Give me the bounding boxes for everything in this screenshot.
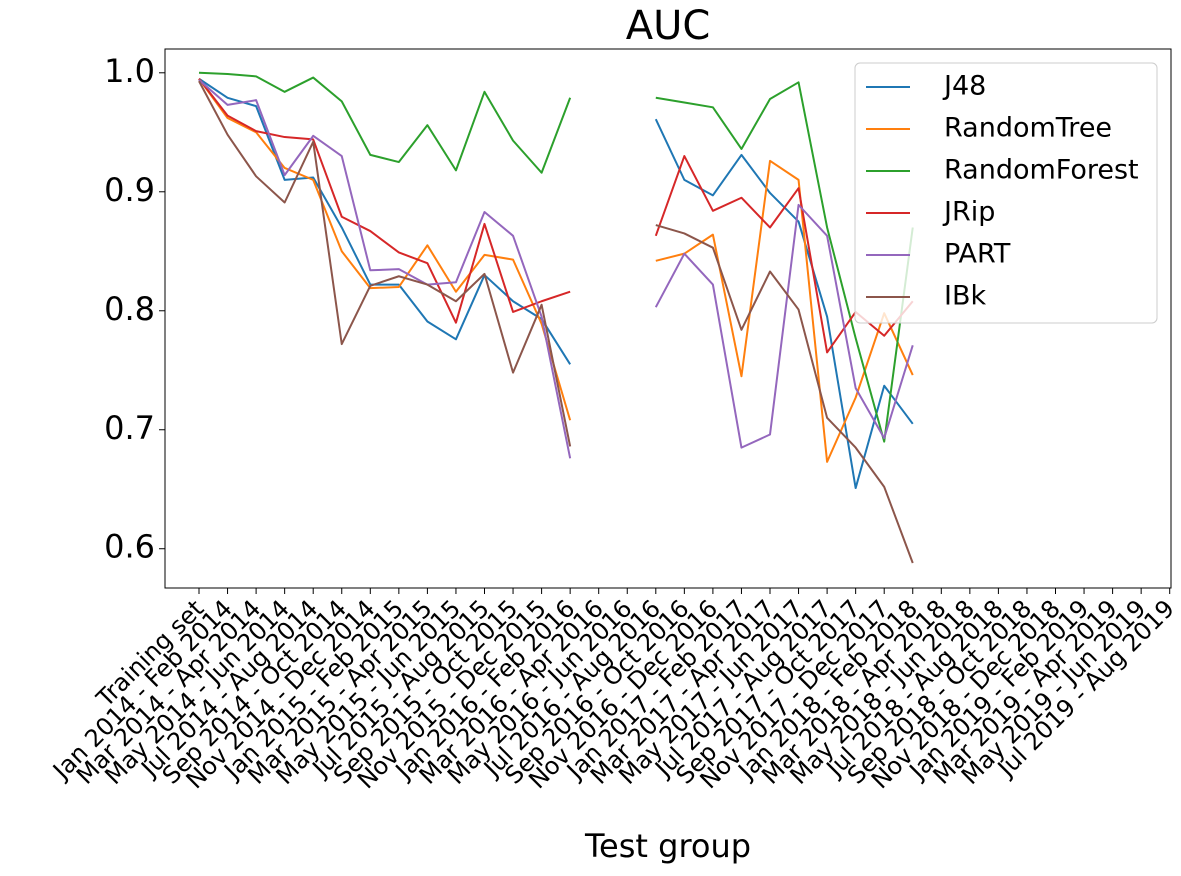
legend-label: JRip: [942, 197, 995, 228]
legend-label: J48: [942, 71, 986, 102]
y-tick-label: 0.6: [104, 528, 155, 566]
series-line: [198, 80, 914, 564]
legend-box: [854, 62, 1158, 324]
legend-label: RandomForest: [944, 155, 1139, 186]
y-tick-label: 0.7: [104, 409, 155, 447]
series-line: [198, 77, 914, 490]
legend-label: RandomTree: [944, 113, 1112, 144]
series-line: [198, 78, 914, 463]
series-line: [198, 79, 914, 459]
series-line: [198, 71, 914, 443]
x-axis-label: Test group: [584, 827, 751, 865]
y-tick-label: 0.8: [104, 290, 155, 328]
legend-label: IBk: [944, 281, 986, 312]
legend-label: PART: [944, 239, 1011, 270]
chart-title: AUC: [626, 3, 711, 49]
y-tick-label: 1.0: [104, 52, 155, 90]
y-tick-label: 0.9: [104, 171, 155, 209]
plot-frame: [164, 48, 1172, 589]
series-line: [198, 78, 914, 354]
